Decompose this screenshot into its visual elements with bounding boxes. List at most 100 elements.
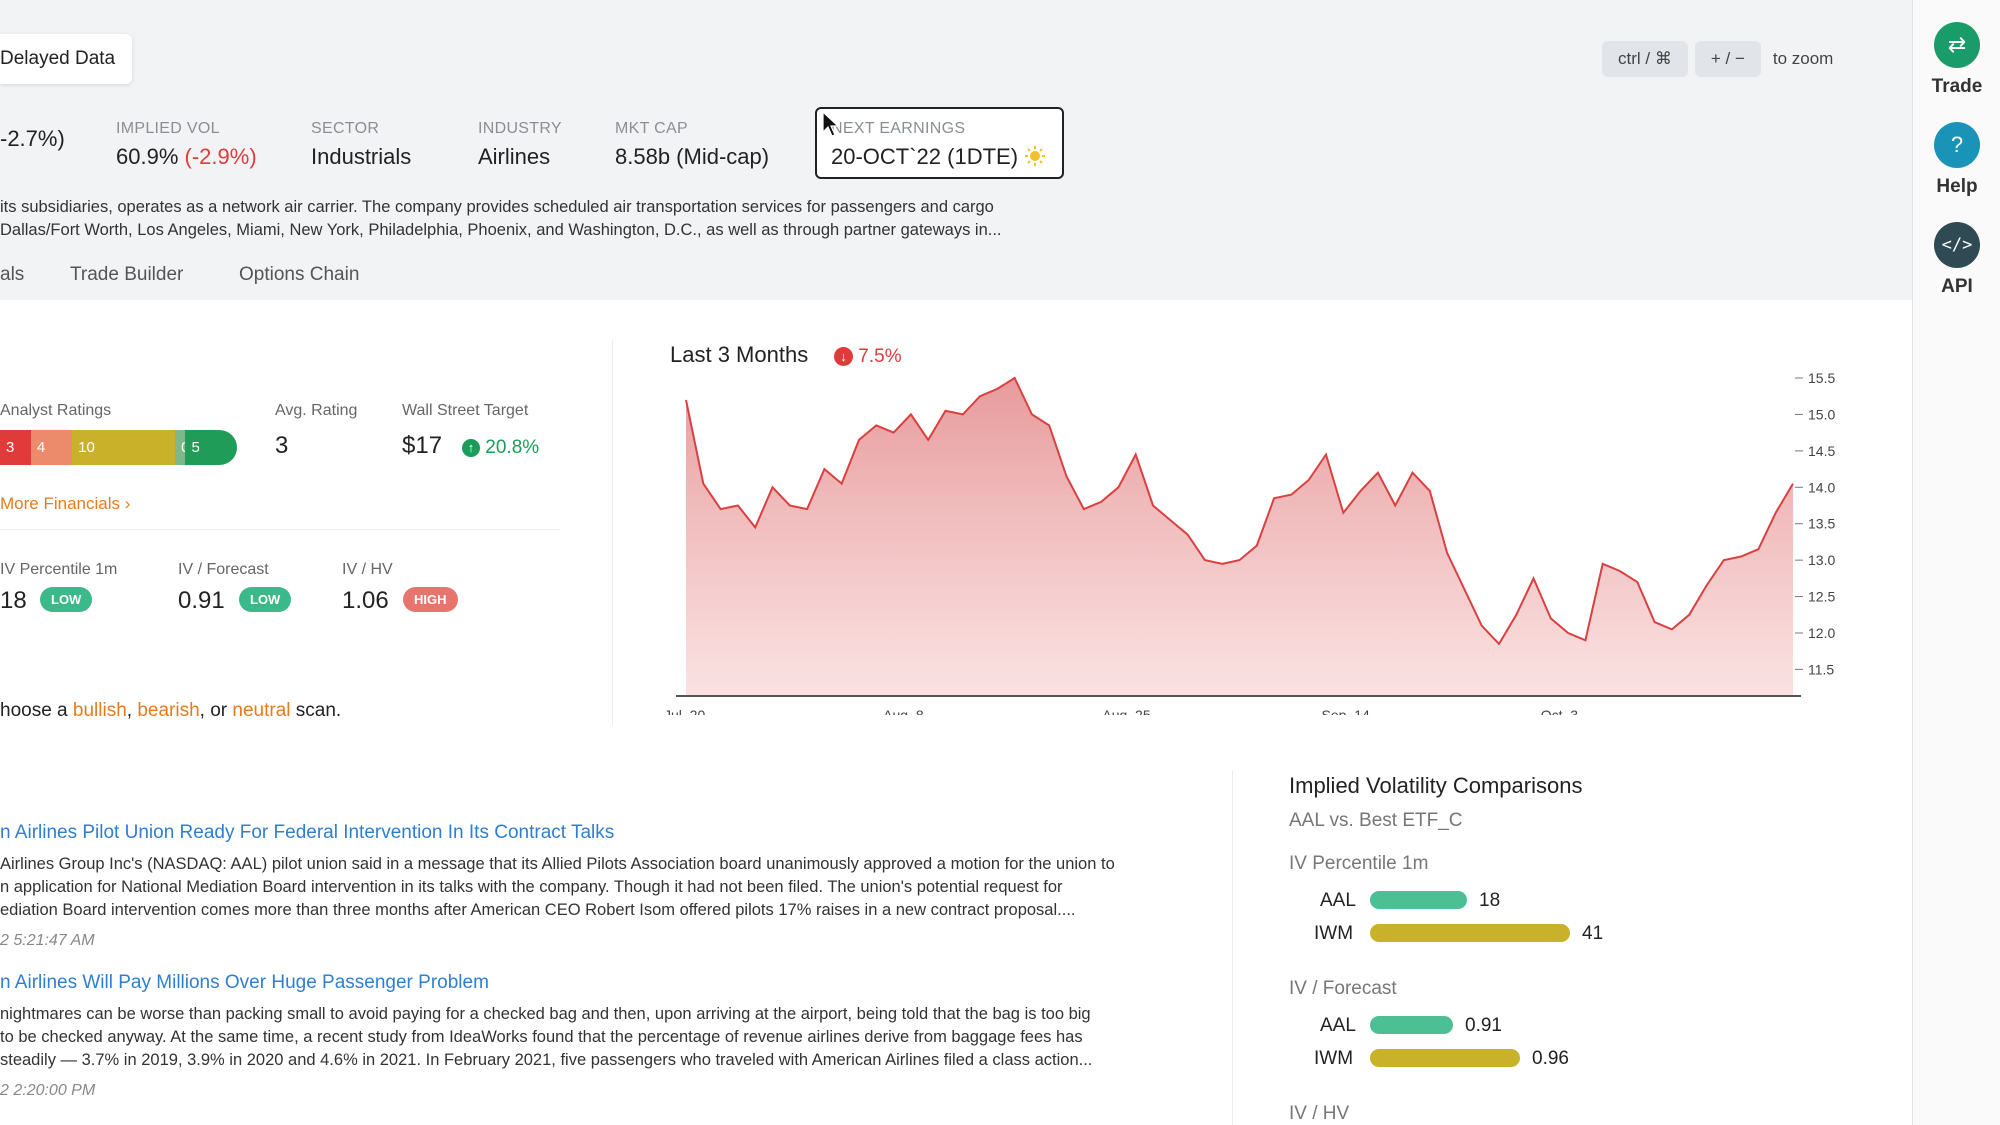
y-tick-label: 13.0 <box>1808 552 1835 568</box>
sidebar-item-help[interactable]: ? Help <box>1913 122 2000 198</box>
implied-vol-value: 60.9% <box>116 144 179 169</box>
bearish-scan-link[interactable]: bearish <box>137 700 200 721</box>
industry-value: Airlines <box>478 144 551 169</box>
up-arrow-circle-icon: ↑ <box>462 439 480 457</box>
zoom-key-plus-minus: + / − <box>1694 41 1761 77</box>
iv-comparison-value: 0.91 <box>1465 1015 1502 1036</box>
stat-next-earnings[interactable]: NEXT EARNINGS 20-OCT`22 (1DTE) <box>831 120 1046 173</box>
iv-hv-badge: HIGH <box>403 587 458 612</box>
rating-segment: 4 <box>30 430 73 465</box>
iv-comparison-bar <box>1370 924 1570 942</box>
stat-sector: SECTOR Industrials <box>311 120 411 170</box>
y-tick-label: 13.5 <box>1808 516 1835 532</box>
news-title-1[interactable]: n Airlines Pilot Union Ready For Federal… <box>0 822 615 843</box>
swap-arrows-icon: ⇄ <box>1934 22 1980 68</box>
zoom-key-ctrl: ctrl / ⌘ <box>1602 41 1688 77</box>
iv-comparison-group-label: IV / Forecast <box>1289 978 1397 999</box>
next-earnings-label: NEXT EARNINGS <box>831 120 966 137</box>
iv-forecast-label: IV / Forecast <box>178 561 269 578</box>
more-financials-link[interactable]: More Financials › <box>0 494 131 513</box>
iv-comparison-value: 0.96 <box>1532 1048 1569 1069</box>
avg-rating-label: Avg. Rating <box>275 402 358 419</box>
next-earnings-card[interactable] <box>815 107 1064 179</box>
tab-fundamentals[interactable]: als <box>0 264 25 285</box>
sidebar-item-trade[interactable]: ⇄ Trade <box>1913 22 2000 98</box>
news-body-2: nightmares can be worse than packing sma… <box>0 1005 1093 1069</box>
delayed-data-badge: Delayed Data <box>0 34 133 84</box>
rating-segment: 3 <box>0 430 31 465</box>
target-change: ↑ 20.8% <box>462 437 539 459</box>
next-earnings-value: 20-OCT`22 (1DTE) <box>831 144 1019 169</box>
news-time-1: 2 5:21:47 AM <box>0 932 95 949</box>
neutral-scan-link[interactable]: neutral <box>232 700 291 721</box>
price-change-value: -2.7%) <box>0 126 65 151</box>
chevron-right-icon: › <box>124 494 131 513</box>
stat-price-change: -2.7%) <box>0 120 65 152</box>
iv-comparison-bar <box>1370 1016 1453 1034</box>
price-line <box>685 376 1794 646</box>
iv-comparison-group-label: IV / HV <box>1289 1103 1350 1124</box>
mkt-cap-value: 8.58b (Mid-cap) <box>615 144 770 169</box>
sun-icon <box>1024 145 1046 173</box>
iv-comparison-name: AAL <box>1320 890 1356 911</box>
iv-comparison-value: 41 <box>1582 923 1604 944</box>
industry-label: INDUSTRY <box>478 120 562 137</box>
price-chart: 15.5 15.0 14.5 14.0 13.5 13.0 12.5 12.0 11.5 Jul.… <box>664 370 1835 715</box>
iv-hv-value: 1.06 <box>342 587 389 614</box>
analyst-ratings-bar: 341005 <box>0 430 237 465</box>
zoom-hint-text: to zoom <box>1772 49 1834 68</box>
news-title-2[interactable]: n Airlines Will Pay Millions Over Huge P… <box>0 972 489 993</box>
x-tick-label: Oct. 3 <box>1541 707 1579 715</box>
iv-percentile-badge: LOW <box>40 587 93 612</box>
code-icon: </> <box>1934 222 1980 268</box>
divider-vertical <box>612 340 613 725</box>
sidebar-item-api[interactable]: </> API <box>1913 222 2000 298</box>
analyst-ratings-label: Analyst Ratings <box>0 402 112 419</box>
news-body-1: Airlines Group Inc's (NASDAQ: AAL) pilot… <box>0 855 1115 919</box>
sector-value: Industrials <box>311 144 412 169</box>
x-tick-label: Aug. 8 <box>883 707 924 715</box>
y-tick-label: 12.0 <box>1808 625 1835 641</box>
bullish-scan-link[interactable]: bullish <box>72 700 127 721</box>
rating-segment: 0 <box>175 430 189 465</box>
mkt-cap-label: MKT CAP <box>615 120 688 137</box>
iv-forecast-value: 0.91 <box>178 587 225 614</box>
divider-vertical-news <box>1232 770 1233 1125</box>
wall-street-target-label: Wall Street Target <box>402 402 529 419</box>
down-arrow-circle-icon: ↓ <box>834 347 853 366</box>
stat-industry: INDUSTRY Airlines <box>478 120 562 170</box>
wall-street-target-value: $17 <box>402 432 443 459</box>
y-tick-label: 11.5 <box>1808 661 1834 677</box>
iv-comparison-name: IWM <box>1314 923 1354 944</box>
question-icon: ? <box>1934 122 1980 168</box>
company-description: its subsidiaries, operates as a network … <box>0 198 1002 239</box>
iv-comparison-name: IWM <box>1314 1048 1354 1069</box>
tab-trade-builder[interactable]: Trade Builder <box>70 264 184 285</box>
rating-segment: 5 <box>185 430 237 465</box>
scan-prompt: hoose a bullish, bearish, or neutral sca… <box>0 700 342 721</box>
iv-comparison-group-label: IV Percentile 1m <box>1289 853 1429 874</box>
y-tick-label: 15.0 <box>1808 406 1835 422</box>
x-tick-label: Jul. 20 <box>664 707 705 715</box>
iv-comparison-name: AAL <box>1320 1015 1356 1036</box>
implied-vol-label: IMPLIED VOL <box>116 120 220 137</box>
chart-change: ↓ 7.5% <box>834 346 902 368</box>
mouse-cursor-icon <box>822 110 840 142</box>
y-tick-label: 15.5 <box>1808 370 1835 386</box>
stat-mkt-cap: MKT CAP 8.58b (Mid-cap) <box>615 120 769 170</box>
stat-implied-vol: IMPLIED VOL 60.9% (-2.9%) <box>116 120 257 170</box>
y-tick-label: 14.5 <box>1808 443 1835 459</box>
iv-percentile-label: IV Percentile 1m <box>0 561 118 578</box>
iv-comparisons-subtitle: AAL vs. Best ETF_C <box>1289 810 1463 831</box>
news-time-2: 2 2:20:00 PM <box>0 1082 96 1099</box>
implied-vol-change: (-2.9%) <box>184 144 257 169</box>
rating-segment: 10 <box>72 430 176 465</box>
iv-comparison-bar <box>1370 891 1467 909</box>
avg-rating-value: 3 <box>275 432 289 459</box>
x-tick-label: Aug. 25 <box>1102 707 1150 715</box>
iv-forecast-badge: LOW <box>239 587 292 612</box>
tab-options-chain[interactable]: Options Chain <box>239 264 360 285</box>
x-tick-label: Sep. 14 <box>1322 707 1370 715</box>
y-tick-label: 14.0 <box>1808 479 1835 495</box>
iv-comparison-value: 18 <box>1479 890 1501 911</box>
